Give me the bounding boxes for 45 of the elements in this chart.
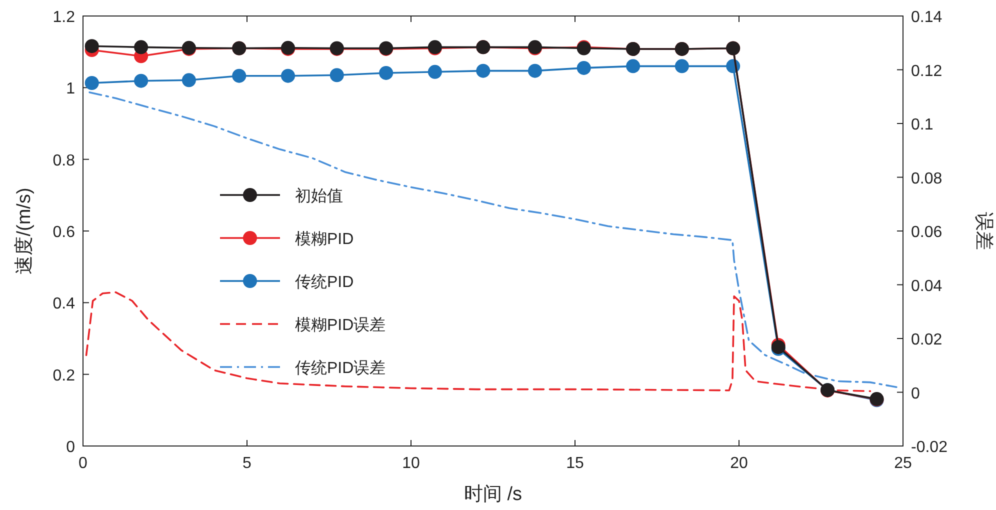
y2-tick-label: 0.08 bbox=[911, 170, 942, 188]
legend-label: 传统PID误差 bbox=[295, 359, 386, 377]
point bbox=[330, 68, 344, 82]
y-tick-label: 1.2 bbox=[52, 9, 76, 26]
legend-label: 传统PID bbox=[295, 273, 354, 291]
y2-tick-label: 0.1 bbox=[911, 116, 934, 134]
y2-tick-label: 0.04 bbox=[911, 278, 942, 295]
legend-label: 模糊PID误差 bbox=[295, 316, 386, 334]
x-tick-label: 25 bbox=[894, 455, 912, 472]
point bbox=[84, 76, 99, 90]
legend-label: 初始值 bbox=[295, 187, 343, 205]
y-axis-title: 速度/(m/s) bbox=[13, 188, 35, 274]
point bbox=[528, 64, 542, 78]
y2-tick-label: 0 bbox=[911, 385, 920, 402]
point bbox=[576, 60, 591, 75]
point bbox=[428, 64, 442, 79]
y-tick-label: 0 bbox=[66, 439, 76, 456]
x-tick-label: 15 bbox=[566, 455, 584, 472]
y-tick-label: 0.8 bbox=[52, 152, 76, 170]
point bbox=[379, 66, 394, 80]
point bbox=[626, 59, 640, 74]
point bbox=[134, 40, 148, 54]
x-tick-label: 10 bbox=[402, 455, 420, 472]
y2-tick-label: 0.06 bbox=[911, 224, 942, 241]
point bbox=[281, 68, 295, 83]
point bbox=[232, 68, 246, 83]
y-tick-label: 0.2 bbox=[52, 367, 76, 384]
x-tick-label: 5 bbox=[242, 455, 252, 472]
y2-tick-label: 0.12 bbox=[911, 62, 942, 80]
point bbox=[84, 39, 99, 54]
x-tick-label: 20 bbox=[730, 455, 748, 472]
point bbox=[182, 73, 196, 88]
y2-tick-label: -0.02 bbox=[911, 439, 948, 456]
x-tick-label: 0 bbox=[78, 455, 88, 472]
y-tick-label: 0.4 bbox=[52, 296, 76, 313]
y2-axis-title: 误差 bbox=[973, 212, 994, 250]
y2-tick-label: 0.14 bbox=[911, 9, 942, 26]
point bbox=[134, 74, 148, 88]
point bbox=[674, 59, 689, 74]
y2-tick-label: 0.02 bbox=[911, 332, 942, 348]
y-tick-label: 1 bbox=[66, 80, 76, 98]
point bbox=[476, 64, 490, 78]
legend-label: 模糊PID bbox=[295, 230, 354, 248]
y-tick-label: 0.6 bbox=[52, 224, 76, 241]
x-axis-title: 时间 /s bbox=[464, 484, 522, 505]
